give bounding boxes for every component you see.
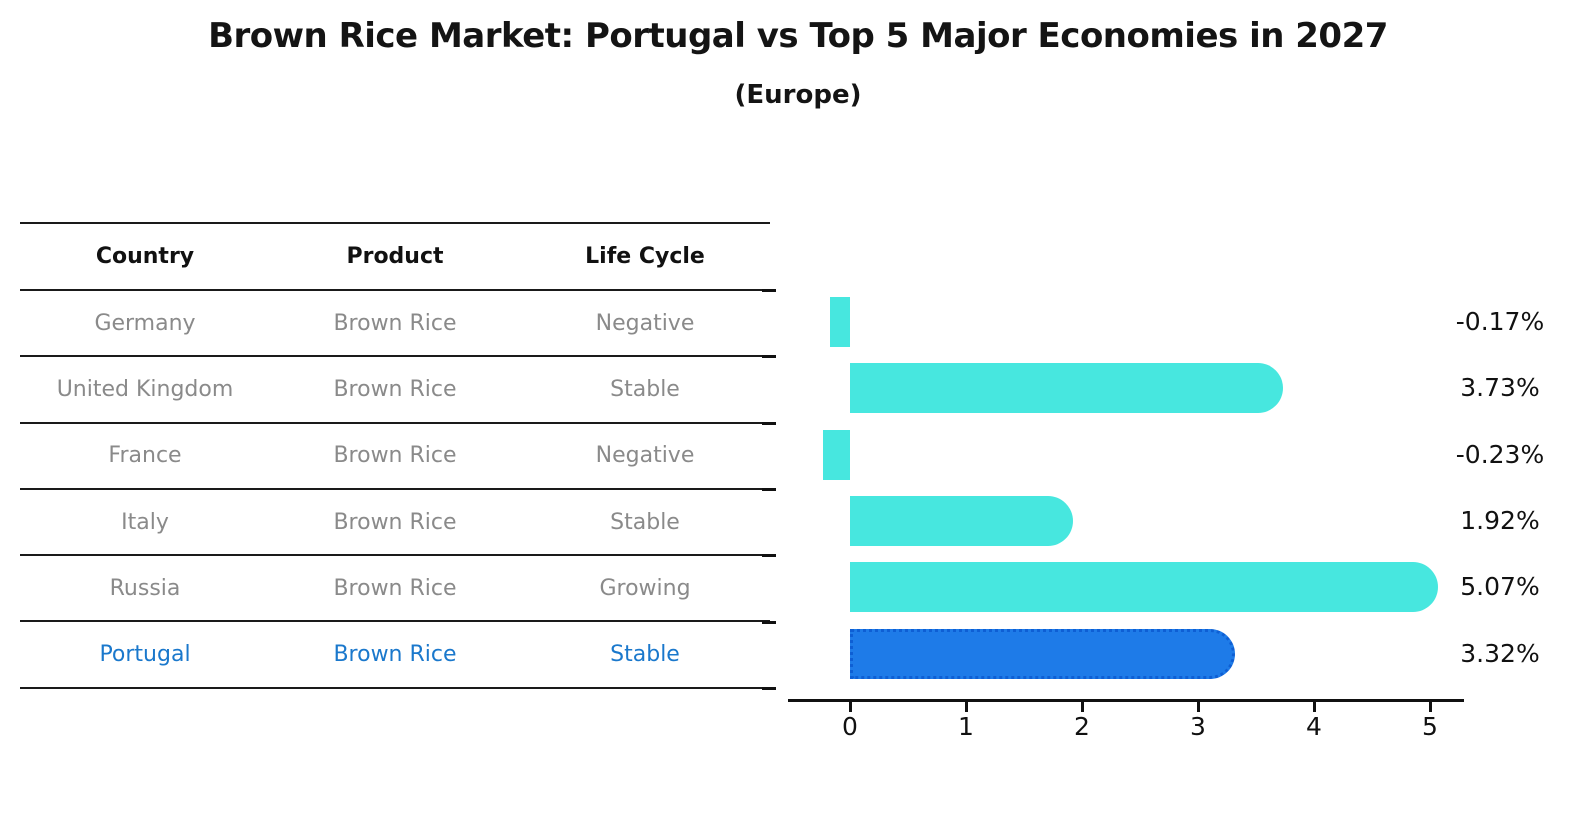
bar-france — [823, 429, 850, 480]
value-label-russia: 5.07% — [1460, 572, 1540, 602]
country-cell: United Kingdom — [56, 376, 234, 402]
lifecycle-cell: Negative — [595, 310, 695, 336]
country-cell: Italy — [121, 509, 169, 535]
x-axis-tick — [1312, 702, 1316, 712]
y-axis-tick — [762, 554, 776, 558]
x-axis-tick-label: 2 — [1074, 712, 1090, 741]
bar-germany — [830, 297, 850, 347]
table-header-row: Country Product Life Cycle — [20, 224, 770, 291]
bar-russia — [850, 562, 1439, 613]
table-row-france: France Brown Rice Negative — [20, 424, 770, 490]
y-axis-tick — [762, 355, 776, 359]
x-axis-tick — [1428, 702, 1432, 712]
product-cell: Brown Rice — [333, 443, 457, 469]
x-axis-tick-label: 1 — [958, 712, 974, 741]
lifecycle-cell: Growing — [599, 575, 691, 601]
x-axis-tick — [964, 702, 968, 712]
country-cell: France — [108, 443, 182, 469]
x-axis-tick — [1080, 702, 1084, 712]
x-axis-tick-label: 5 — [1422, 712, 1438, 741]
bar-portugal — [850, 628, 1236, 679]
column-header-country: Country — [95, 244, 195, 269]
product-cell: Brown Rice — [333, 642, 457, 668]
y-axis-tick — [762, 289, 776, 292]
lifecycle-cell: Stable — [610, 376, 680, 402]
x-axis-tick — [848, 702, 852, 712]
table-row-united-kingdom: United Kingdom Brown Rice Stable — [20, 357, 770, 424]
value-label-united-kingdom: 3.73% — [1460, 373, 1540, 403]
country-cell: Germany — [94, 310, 196, 336]
lifecycle-cell: Negative — [595, 443, 695, 469]
column-header-lifecycle: Life Cycle — [585, 244, 705, 269]
value-label-italy: 1.92% — [1460, 505, 1540, 535]
bar-italy — [850, 495, 1073, 546]
y-axis-tick — [762, 620, 776, 624]
x-axis-tick — [1196, 702, 1200, 712]
table-row-germany: Germany Brown Rice Negative — [20, 291, 770, 358]
x-axis-tick-label: 3 — [1190, 712, 1206, 741]
product-cell: Brown Rice — [333, 575, 457, 601]
y-axis-tick — [762, 686, 776, 690]
column-header-product: Product — [346, 244, 444, 269]
product-cell: Brown Rice — [333, 509, 457, 535]
x-axis-tick-label: 4 — [1306, 712, 1322, 741]
x-axis-tick-label: 0 — [842, 712, 858, 741]
country-cell: Portugal — [99, 642, 191, 668]
comparison-table: Country Product Life Cycle Germany Brown … — [20, 222, 770, 689]
bar-united-kingdom — [850, 363, 1283, 414]
product-cell: Brown Rice — [333, 376, 457, 402]
lifecycle-cell: Stable — [610, 642, 680, 668]
chart-subtitle: (Europe) — [734, 80, 862, 110]
country-cell: Russia — [109, 575, 181, 601]
y-axis-tick — [762, 421, 776, 425]
lifecycle-cell: Stable — [610, 509, 680, 535]
value-label-germany: -0.17% — [1455, 307, 1545, 336]
table-row-italy: Italy Brown Rice Stable — [20, 490, 770, 557]
table-row-portugal: Portugal Brown Rice Stable — [20, 622, 770, 689]
product-cell: Brown Rice — [333, 310, 457, 336]
table-row-russia: Russia Brown Rice Growing — [20, 556, 770, 623]
value-label-france: -0.23% — [1455, 439, 1545, 469]
value-label-portugal: 3.32% — [1460, 638, 1540, 668]
chart-title: Brown Rice Market: Portugal vs Top 5 Maj… — [208, 16, 1388, 56]
y-axis-tick — [762, 487, 776, 491]
x-axis-line — [788, 699, 1464, 702]
